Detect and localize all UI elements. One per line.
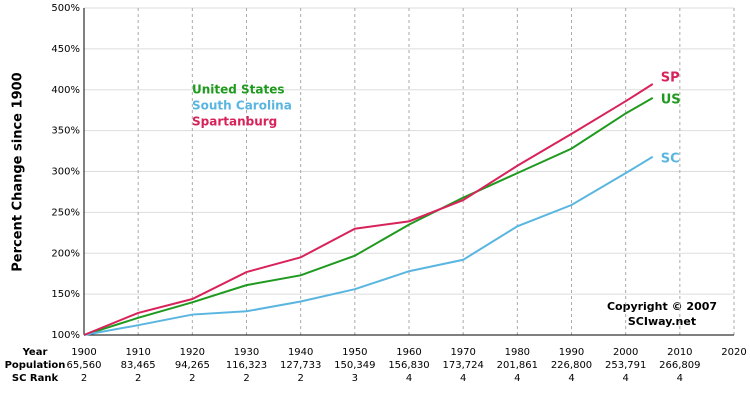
copyright: Copyright © 2007 (607, 300, 717, 313)
x-tick-label: 1910 (125, 347, 150, 358)
population: 201,861 (497, 360, 538, 371)
sc-rank: 4 (677, 373, 683, 384)
population: 65,560 (67, 360, 102, 371)
sc-rank: 4 (622, 373, 628, 384)
population: 150,349 (334, 360, 375, 371)
population: 266,809 (659, 360, 700, 371)
population: 226,800 (551, 360, 592, 371)
sc-rank: 4 (514, 373, 520, 384)
sc-rank: 4 (568, 373, 574, 384)
legend-entry: South Carolina (192, 99, 292, 113)
population: 253,791 (605, 360, 646, 371)
y-tick-label: 200% (51, 248, 80, 259)
y-tick-label: 400% (51, 85, 80, 96)
x-tick-label: 1900 (71, 347, 96, 358)
legend-entry: Spartanburg (192, 115, 277, 129)
population: 127,733 (280, 360, 321, 371)
sc-rank: 2 (297, 373, 303, 384)
sc-rank: 3 (352, 373, 358, 384)
row-label: Population (5, 360, 66, 371)
population: 173,724 (442, 360, 483, 371)
sc-rank: 2 (135, 373, 141, 384)
population: 83,465 (121, 360, 156, 371)
line (83, 97, 654, 336)
x-tick-label: 1990 (559, 347, 584, 358)
sc-rank: 2 (243, 373, 249, 384)
y-axis-label: Percent Change since 1900 (11, 72, 26, 271)
y-tick-label: 250% (51, 207, 80, 218)
row-label: Year (22, 347, 48, 358)
sc-rank: 4 (406, 373, 412, 384)
y-tick-label: 450% (51, 44, 80, 55)
population: 156,830 (388, 360, 429, 371)
y-tick-label: 500% (51, 3, 80, 14)
end-label: SP (661, 71, 680, 86)
sc-rank: 2 (81, 373, 87, 384)
x-tick-label: 1950 (342, 347, 367, 358)
x-tick-label: 1970 (450, 347, 475, 358)
y-tick-label: 300% (51, 167, 80, 178)
x-tick-label: 1940 (288, 347, 313, 358)
line (83, 155, 654, 336)
end-label: SC (661, 151, 680, 166)
sc-rank: 2 (189, 373, 195, 384)
line (83, 83, 654, 336)
x-tick-label: 2020 (721, 347, 746, 358)
end-label: US (661, 92, 681, 107)
copyright: SCIway.net (628, 315, 696, 328)
y-tick-label: 150% (51, 289, 80, 300)
x-tick-label: 1980 (505, 347, 530, 358)
population: 94,265 (175, 360, 210, 371)
x-tick-label: 1930 (234, 347, 259, 358)
legend-entry: United States (192, 83, 285, 97)
x-tick-label: 1920 (180, 347, 205, 358)
y-tick-label: 350% (51, 126, 80, 137)
x-tick-label: 2010 (667, 347, 692, 358)
sc-rank: 4 (460, 373, 466, 384)
population: 116,323 (226, 360, 267, 371)
y-tick-label: 100% (51, 330, 80, 341)
row-label: SC Rank (12, 373, 59, 384)
x-tick-label: 2000 (613, 347, 638, 358)
x-tick-label: 1960 (396, 347, 421, 358)
